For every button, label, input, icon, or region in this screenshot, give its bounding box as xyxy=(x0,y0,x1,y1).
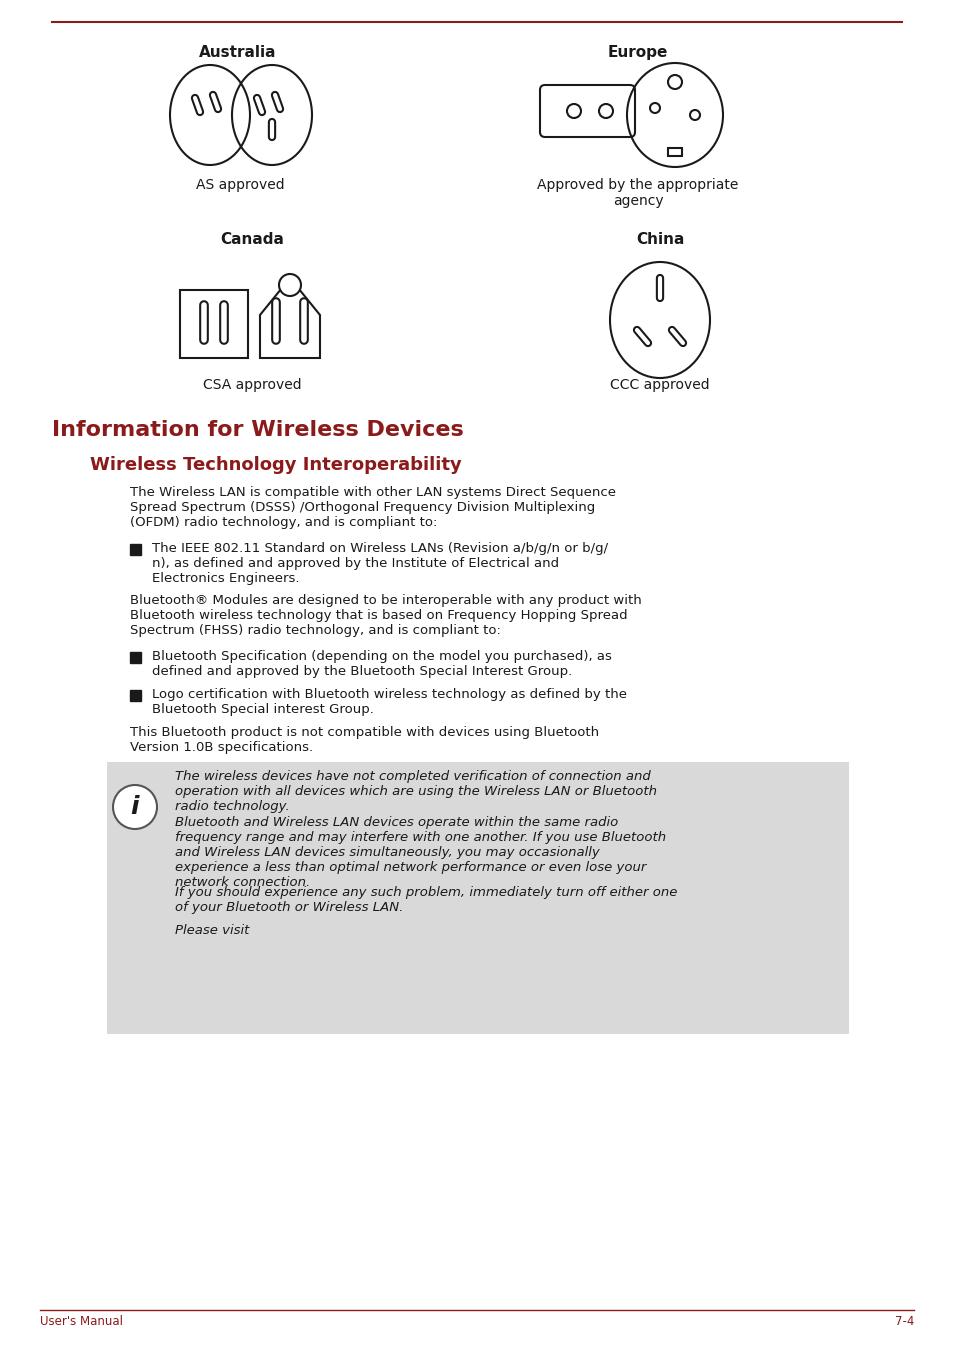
Bar xyxy=(130,652,141,663)
Text: Australia: Australia xyxy=(199,44,276,61)
Text: CCC approved: CCC approved xyxy=(610,378,709,391)
Circle shape xyxy=(667,75,681,89)
Circle shape xyxy=(598,104,613,118)
Text: The Wireless LAN is compatible with other LAN systems Direct Sequence
Spread Spe: The Wireless LAN is compatible with othe… xyxy=(130,486,616,529)
FancyBboxPatch shape xyxy=(539,85,635,137)
Text: China: China xyxy=(635,231,683,247)
Circle shape xyxy=(278,274,301,296)
Text: AS approved: AS approved xyxy=(195,178,284,192)
Bar xyxy=(180,291,248,358)
Text: CSA approved: CSA approved xyxy=(202,378,301,391)
Circle shape xyxy=(689,110,700,120)
Circle shape xyxy=(649,104,659,113)
Text: Canada: Canada xyxy=(220,231,284,247)
Text: Europe: Europe xyxy=(607,44,667,61)
Bar xyxy=(130,543,141,555)
Text: Logo certification with Bluetooth wireless technology as defined by the
Bluetoot: Logo certification with Bluetooth wirele… xyxy=(152,689,626,716)
Text: This Bluetooth product is not compatible with devices using Bluetooth
Version 1.: This Bluetooth product is not compatible… xyxy=(130,726,598,755)
Text: Wireless Technology Interoperability: Wireless Technology Interoperability xyxy=(90,456,461,473)
Bar xyxy=(667,148,681,156)
Text: The wireless devices have not completed verification of connection and
operation: The wireless devices have not completed … xyxy=(174,769,657,812)
Text: Bluetooth Specification (depending on the model you purchased), as
defined and a: Bluetooth Specification (depending on th… xyxy=(152,650,611,678)
Circle shape xyxy=(566,104,580,118)
Bar xyxy=(107,763,848,1034)
Text: Bluetooth and Wireless LAN devices operate within the same radio
frequency range: Bluetooth and Wireless LAN devices opera… xyxy=(174,816,665,889)
Text: Bluetooth® Modules are designed to be interoperable with any product with
Blueto: Bluetooth® Modules are designed to be in… xyxy=(130,594,641,638)
Text: The IEEE 802.11 Standard on Wireless LANs (Revision a/b/g/n or b/g/
n), as defin: The IEEE 802.11 Standard on Wireless LAN… xyxy=(152,542,607,585)
Text: Information for Wireless Devices: Information for Wireless Devices xyxy=(52,420,463,440)
Text: 7-4: 7-4 xyxy=(894,1315,913,1328)
Text: If you should experience any such problem, immediately turn off either one
of yo: If you should experience any such proble… xyxy=(174,886,677,915)
Circle shape xyxy=(112,785,157,829)
Polygon shape xyxy=(260,278,319,358)
Text: i: i xyxy=(131,795,139,819)
Text: Please visit: Please visit xyxy=(174,924,249,937)
Text: Approved by the appropriate
agency: Approved by the appropriate agency xyxy=(537,178,738,208)
Text: User's Manual: User's Manual xyxy=(40,1315,123,1328)
Bar xyxy=(130,690,141,701)
